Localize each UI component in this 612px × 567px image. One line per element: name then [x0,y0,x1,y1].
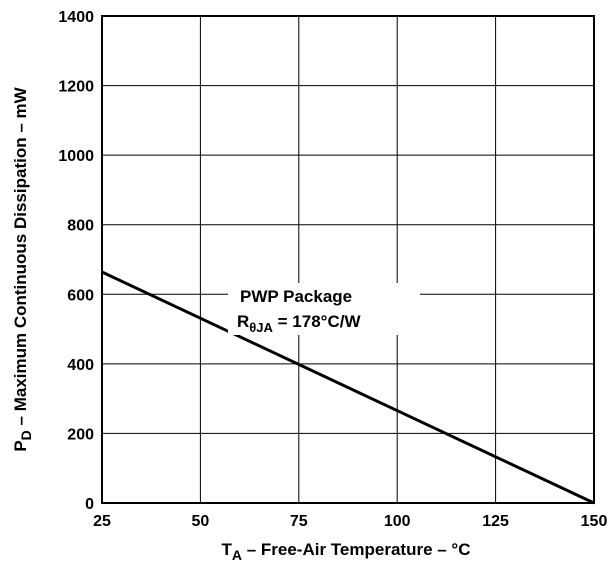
x-tick-label: 25 [93,513,111,530]
y-axis-title-main: P [11,440,30,451]
annotation-group: PWP Package RθJA = 178°C/W [228,283,420,335]
x-tick-labels: 25 50 75 100 125 150 [93,513,607,530]
y-tick-label: 600 [67,287,94,304]
y-axis-title-subscript: D [18,430,34,440]
x-tick-label: 100 [384,513,411,530]
plot-frame [101,15,595,504]
y-axis-title-rest: – Maximum Continuous Dissipation – mW [11,86,30,430]
annotation-r-main: R [237,312,249,331]
y-tick-label: 1000 [58,148,94,165]
annotation-package-label: PWP Package [240,287,352,306]
x-tick-label: 125 [482,513,509,530]
series-line-0 [101,270,595,505]
y-tick-label: 800 [67,218,94,235]
y-tick-label: 1400 [58,9,94,26]
x-axis-title-rest: – Free-Air Temperature – °C [242,540,471,559]
x-axis-title: TA – Free-Air Temperature – °C [221,540,470,563]
y-tick-label: 0 [85,496,94,513]
annotation-r-value: = 178°C/W [273,312,362,331]
x-tick-label: 75 [290,513,308,530]
y-tick-labels: 0 200 400 600 800 1000 1200 1400 [58,9,94,513]
x-axis-title-subscript: A [232,547,242,563]
y-tick-label: 400 [67,357,94,374]
annotation-background [228,283,420,335]
annotation-r-subscript: θJA [249,320,273,335]
x-tick-label: 50 [192,513,210,530]
y-tick-label: 200 [67,426,94,443]
x-axis-title-main: T [221,540,232,559]
annotation-thermal-resistance: RθJA = 178°C/W [237,312,361,335]
x-tick-label: 150 [581,513,608,530]
series-group [101,270,595,505]
y-axis-title: PD – Maximum Continuous Dissipation – mW [11,86,34,451]
y-tick-label: 1200 [58,79,94,96]
grid-lines [102,16,594,503]
